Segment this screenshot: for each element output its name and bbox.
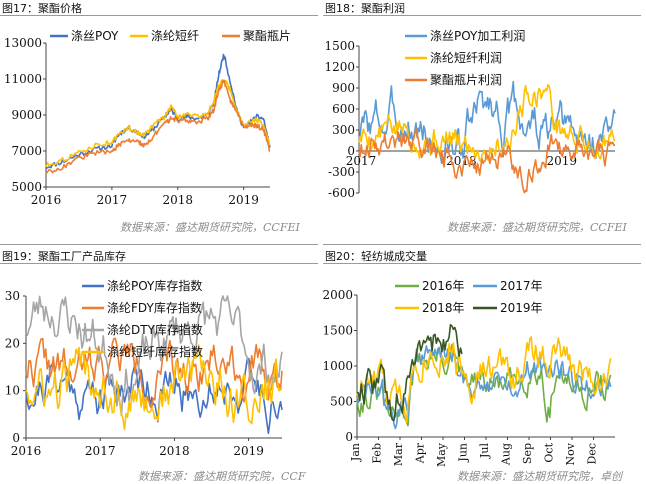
legend-item-3-label: 2019年 <box>500 301 543 315</box>
source-note: 数据来源：盛达期货研究院，CCF <box>138 470 306 483</box>
series-line-2 <box>25 295 283 417</box>
title-rule <box>0 15 318 16</box>
x-tick-label: 2016 <box>11 444 42 458</box>
y-tick-label: 20 <box>5 336 20 350</box>
x-tick-label: Apr <box>414 442 427 464</box>
source-note: 数据来源：盛达期货研究院，CCFEI <box>120 221 300 234</box>
series-line-0 <box>25 357 283 435</box>
panel-textile-city-volume: 图20：轻纺城成交量 2000 1500 1000 500 0 Jan Feb Mar Apr M… <box>322 242 646 484</box>
x-tick-label: May <box>435 442 448 467</box>
y-tick-label: 2000 <box>322 288 353 302</box>
x-tick-label: Feb <box>371 443 384 464</box>
panel-title: 图18：聚酯利润 <box>325 2 405 15</box>
title-rule <box>323 15 641 16</box>
series-line-1 <box>356 344 612 430</box>
y-tick-label: 13000 <box>4 36 42 50</box>
legend-item-0-label: 涤丝POY <box>71 29 119 43</box>
series-line-3 <box>25 344 283 431</box>
x-tick-label: Nov <box>564 442 577 465</box>
x-tick-label: Sep <box>521 443 534 464</box>
legend-item-1-label: 涤纶短纤利润 <box>430 51 502 65</box>
x-tick-label: Mar <box>392 442 405 466</box>
x-tick-label: Dec <box>586 443 599 465</box>
y-tick-label: 0 <box>347 144 355 158</box>
y-tick-label: 1500 <box>322 324 353 338</box>
legend-item-0-label: 2016年 <box>422 279 465 293</box>
y-tick-label: 0 <box>12 431 20 445</box>
panel-polyester-price: 图17：聚酯价格 13000 11000 9000 7000 5000 2016 2017 2… <box>0 0 323 242</box>
x-tick-label: 2016 <box>31 193 62 207</box>
source-note: 数据来源：盛达期货研究院，CCFEI <box>447 221 627 234</box>
panel-factory-inventory: 图19：聚酯工厂产品库存 30 20 10 0 2016 2017 2018 2019 涤纶PO… <box>0 242 323 484</box>
panel-polyester-profit: 图18：聚酯利润 1500 1200 900 600 300 0 -300 -600 2017 2… <box>323 0 646 242</box>
legend-item-0-label: 涤丝POY加工利润 <box>430 29 525 43</box>
legend-item-1-label: 涤纶FDY库存指数 <box>107 300 202 315</box>
top-rule <box>323 244 641 245</box>
legend-item-2-label: 聚酯瓶片利润 <box>430 73 502 87</box>
x-tick-label: Aug <box>500 443 513 466</box>
y-tick-label: 600 <box>332 102 355 116</box>
x-tick-label: 2019 <box>228 193 259 207</box>
panel-title: 图20：轻纺城成交量 <box>325 250 427 263</box>
series-line-2 <box>356 336 612 423</box>
x-tick-label: 2018 <box>162 193 193 207</box>
legend-item-3-label: 涤纶短纤库存指数 <box>107 344 203 359</box>
series-line-2 <box>45 79 271 175</box>
y-tick-label: 900 <box>332 81 355 95</box>
x-tick-label: 2017 <box>346 154 377 168</box>
title-rule <box>323 263 641 264</box>
y-tick-label: 5000 <box>11 180 42 194</box>
series-line-1 <box>358 84 616 162</box>
y-tick-label: 9000 <box>11 108 42 122</box>
y-tick-label: 11000 <box>4 72 42 86</box>
legend-item-2-label: 2018年 <box>422 301 465 315</box>
x-tick-label: 2017 <box>97 193 128 207</box>
y-tick-label: -600 <box>328 186 355 200</box>
x-tick-label: Jan <box>349 443 362 462</box>
y-tick-label: 1500 <box>324 39 355 53</box>
y-tick-label: 500 <box>330 395 353 409</box>
panel-title: 图19：聚酯工厂产品库存 <box>2 250 126 263</box>
panel-title: 图17：聚酯价格 <box>2 2 82 15</box>
source-note: 数据来源：盛达期货研究院，卓创 <box>457 470 622 483</box>
y-tick-label: 7000 <box>11 144 42 158</box>
x-tick-label: 2019 <box>547 154 578 168</box>
y-tick-label: 0 <box>345 430 353 444</box>
x-tick-label: Jul <box>478 443 491 459</box>
y-tick-label: 30 <box>5 289 20 303</box>
y-tick-label: 300 <box>332 123 355 137</box>
x-tick-label: 2017 <box>85 444 116 458</box>
legend-item-1-label: 涤纶短纤 <box>151 29 199 43</box>
y-tick-label: 1200 <box>324 60 355 74</box>
title-rule <box>0 263 318 264</box>
legend-item-0-label: 涤纶POY库存指数 <box>107 278 202 293</box>
y-tick-label: -300 <box>328 165 355 179</box>
y-tick-label: 10 <box>5 384 20 398</box>
legend-item-2-label: 聚酯瓶片 <box>243 29 291 43</box>
x-tick-label: Oct <box>543 442 556 462</box>
series-line-3 <box>356 323 463 422</box>
x-tick-label: 2019 <box>233 444 264 458</box>
top-rule <box>0 244 318 245</box>
legend-item-1-label: 2017年 <box>500 279 543 293</box>
y-tick-label: 1000 <box>322 359 353 373</box>
legend-item-2-label: 涤纶DTY库存指数 <box>107 322 203 337</box>
x-tick-label: 2018 <box>159 444 190 458</box>
series-line-2 <box>358 128 615 194</box>
x-tick-label: Jun <box>457 443 470 463</box>
